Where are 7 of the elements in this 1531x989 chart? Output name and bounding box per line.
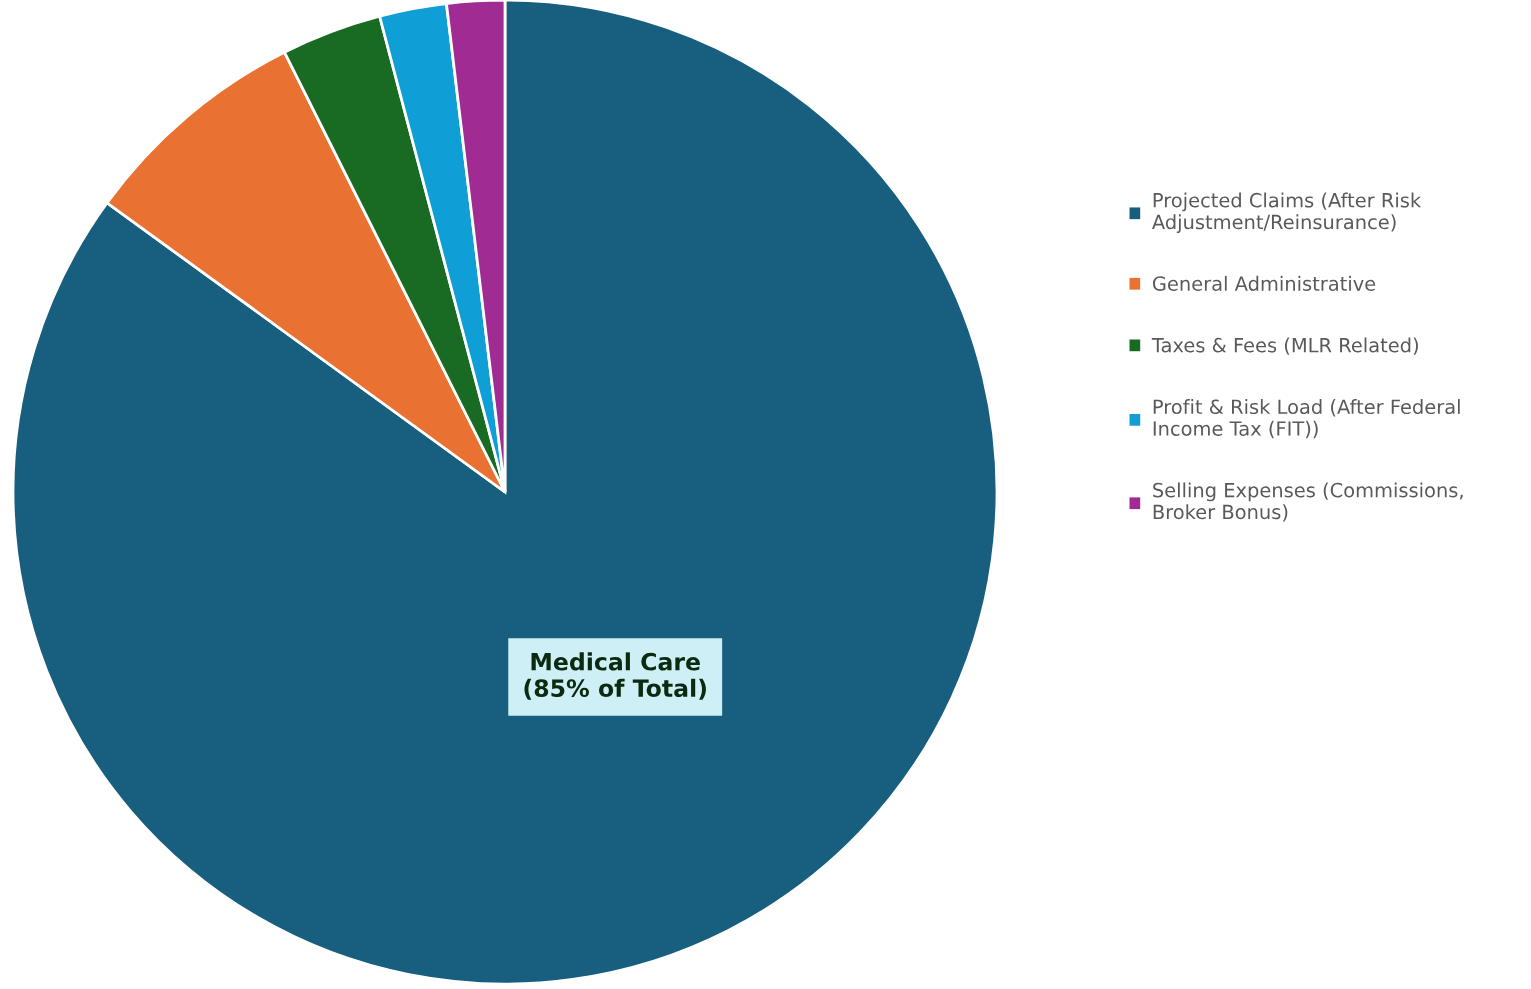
legend-label: General Administrative [1152, 275, 1376, 291]
text: Medical Care (85% of Total) [524, 652, 706, 700]
legend-label: Selling Expenses (Commissions, Broker Bonus) [1153, 482, 1463, 522]
legend-label: Profit & Risk Load (After Federal Income Tax (FIT)) [1153, 399, 1460, 439]
pie-slice [11, 0, 999, 986]
legend-label: Projected Claims (After Risk Adjustment/Reinsurance) [1152, 192, 1422, 234]
legend-label: Taxes & Fees (MLR Related) [1151, 337, 1418, 355]
